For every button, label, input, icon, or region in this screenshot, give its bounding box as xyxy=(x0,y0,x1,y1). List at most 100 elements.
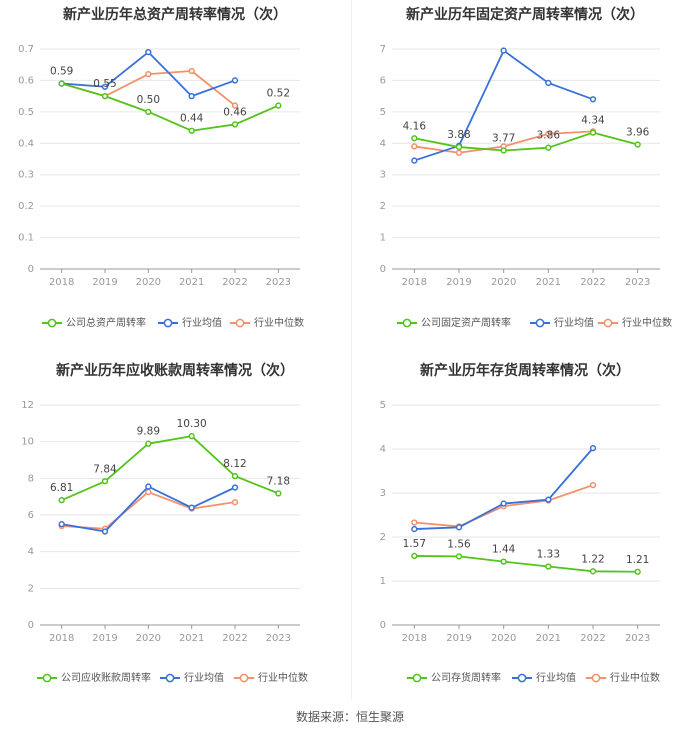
chart-3-xtick: 2019 xyxy=(446,633,471,644)
chart-1-data-label: 4.16 xyxy=(403,120,427,132)
chart-1-series-company-point xyxy=(589,129,597,136)
chart-2-ytick: 0 xyxy=(28,620,34,631)
chart-0-series-avg-point xyxy=(145,48,152,56)
chart-1-series-avg-point xyxy=(589,96,597,103)
chart-2-series-company-point xyxy=(231,472,239,480)
chart-3-xtick: 2022 xyxy=(580,633,605,644)
chart-2-ytick: 2 xyxy=(28,583,34,594)
chart-2-data-label: 7.18 xyxy=(267,475,290,487)
chart-3-series-median-point xyxy=(589,481,597,489)
chart-0-ytick: 0.2 xyxy=(18,201,34,212)
chart-0-series-median-point xyxy=(188,67,195,75)
chart-0-ytick: 0.4 xyxy=(18,138,34,149)
chart-1-data-label: 3.96 xyxy=(626,127,650,139)
chart-2-series-avg-point xyxy=(231,484,239,491)
chart-1-series-company-point xyxy=(500,147,507,154)
chart-2-series-company-line xyxy=(61,435,279,501)
panel-divider xyxy=(351,0,352,700)
chart-2-series-avg-point xyxy=(101,528,109,535)
chart-1-title: 新产业历年固定资产周转率情况（次） xyxy=(406,6,644,23)
chart-1-xtick: 2020 xyxy=(491,277,516,288)
chart-0-data-label: 0.52 xyxy=(267,88,290,100)
chart-0-xtick: 2019 xyxy=(92,277,117,288)
chart-2-xtick: 2020 xyxy=(136,633,161,644)
chart-3-data-label: 1.33 xyxy=(537,548,560,560)
chart-1-ytick: 1 xyxy=(380,233,386,244)
chart-2-legend-avg-label: 行业均值 xyxy=(184,671,224,684)
chart-1-ytick: 0 xyxy=(380,264,386,275)
chart-1-xtick: 2022 xyxy=(580,277,605,288)
chart-0-series-company-point xyxy=(231,121,239,128)
chart-2-series-company-point xyxy=(101,478,109,485)
chart-2-data-label: 7.84 xyxy=(93,463,117,475)
chart-1-xtick: 2018 xyxy=(402,277,427,288)
chart-3-legend-company-label: 公司存货周转率 xyxy=(431,671,501,684)
chart-1-series-median-point xyxy=(411,143,418,150)
chart-2-xtick: 2018 xyxy=(49,633,74,644)
chart-0-legend-company-label: 公司总资产周转率 xyxy=(66,316,146,329)
chart-1-series-company-point xyxy=(411,135,418,142)
chart-0-xtick: 2020 xyxy=(136,277,161,288)
chart-1-xtick: 2021 xyxy=(536,277,561,288)
chart-1-series-company-point xyxy=(634,141,641,148)
chart-0-xtick: 2018 xyxy=(49,277,74,288)
chart-0-data-label: 0.46 xyxy=(223,106,247,118)
chart-0-series-median-point xyxy=(145,70,152,78)
chart-0-series-company-point xyxy=(58,80,65,87)
chart-1-ytick: 4 xyxy=(380,138,386,149)
chart-3-legend-median-marker xyxy=(591,673,601,683)
chart-1-legend-avg-label: 行业均值 xyxy=(554,316,594,329)
chart-2-data-label: 6.81 xyxy=(50,482,73,494)
chart-0-series-company-point xyxy=(275,102,282,109)
chart-3-data-label: 1.57 xyxy=(403,538,426,550)
chart-3-legend-median-label: 行业中位数 xyxy=(610,671,660,684)
chart-1-ytick: 6 xyxy=(380,75,386,86)
chart-2-series-median-point xyxy=(145,488,152,496)
chart-0-ytick: 0 xyxy=(28,264,34,275)
chart-0-xtick: 2021 xyxy=(179,277,204,288)
chart-2-legend-company-marker xyxy=(42,673,52,683)
chart-2-data-label: 10.30 xyxy=(177,418,207,430)
chart-0-series-company-point xyxy=(101,92,109,100)
chart-2-xtick: 2021 xyxy=(179,633,204,644)
chart-2-title: 新产业历年应收账款周转率情况（次） xyxy=(56,362,294,379)
chart-0-series-avg-point xyxy=(231,77,239,84)
chart-2-series-avg-point xyxy=(145,483,152,490)
chart-0-ytick: 0.1 xyxy=(18,233,34,244)
chart-1-series-avg-point xyxy=(545,79,552,87)
chart-0-xtick: 2022 xyxy=(222,277,247,288)
chart-1-data-label: 4.34 xyxy=(581,115,605,127)
chart-2-series-company-point xyxy=(145,440,152,447)
chart-2-legend-company-label: 公司应收账款周转率 xyxy=(61,671,151,684)
chart-3-series-company-line xyxy=(414,555,638,573)
chart-2-data-label: 8.12 xyxy=(223,458,246,470)
chart-3-ytick: 2 xyxy=(380,532,386,543)
chart-2-ytick: 10 xyxy=(21,437,34,448)
chart-3-series-avg-point xyxy=(545,496,552,503)
chart-3-series-company-point xyxy=(589,568,597,575)
chart-3-series-company-point xyxy=(411,552,418,560)
chart-3-ytick: 3 xyxy=(380,488,386,499)
chart-2-legend-median-marker xyxy=(239,673,249,683)
chart-1-series-median-point xyxy=(455,149,463,156)
chart-3-series-avg-line xyxy=(414,447,594,530)
chart-0-ytick: 0.6 xyxy=(18,75,34,86)
chart-1-legend-avg-marker xyxy=(535,318,545,328)
chart-0-series-avg-point xyxy=(188,92,195,100)
chart-0-xtick: 2023 xyxy=(266,277,291,288)
chart-0-ytick: 0.5 xyxy=(18,107,34,118)
chart-3-series-company-point xyxy=(545,563,552,570)
chart-0-legend-median-marker xyxy=(235,318,245,328)
chart-1-legend-company-label: 公司固定资产周转率 xyxy=(421,316,511,329)
chart-1-series-company-point xyxy=(455,143,463,151)
chart-1-ytick: 5 xyxy=(380,107,386,118)
chart-3-xtick: 2023 xyxy=(625,633,650,644)
chart-3-data-label: 1.44 xyxy=(492,544,516,556)
chart-1-xtick: 2019 xyxy=(446,277,471,288)
chart-2-legend-median-label: 行业中位数 xyxy=(258,671,308,684)
chart-0-data-label: 0.55 xyxy=(93,78,116,90)
chart-3-series-avg-point xyxy=(500,500,507,507)
chart-1-legend-median-marker xyxy=(603,318,613,328)
chart-3-series-company-point xyxy=(500,558,507,565)
